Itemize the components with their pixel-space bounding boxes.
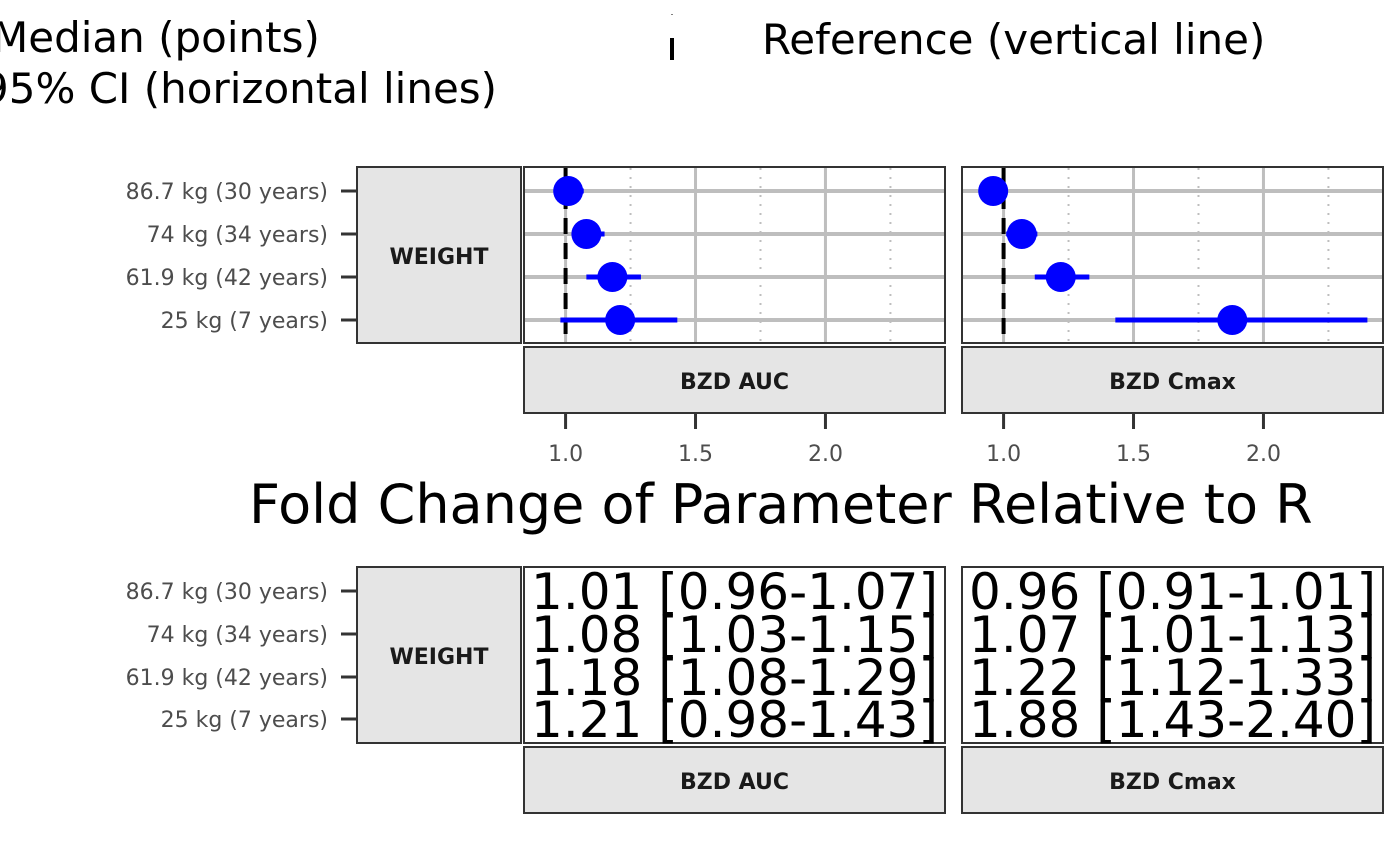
- row-label: 61.9 kg (42 years): [126, 266, 328, 291]
- median-point: [571, 219, 602, 249]
- table-panel-0: 1.01 [0.96-1.07]1.08 [1.03-1.15]1.18 [1.…: [523, 563, 946, 814]
- x-tick-label: 2.0: [808, 442, 843, 467]
- median-point: [1217, 305, 1248, 335]
- median-point: [978, 176, 1009, 206]
- x-tick-label: 2.0: [1246, 442, 1281, 467]
- table-group-strip: [356, 566, 522, 744]
- table-cell: 1.18 [1.08-1.29]: [531, 649, 938, 707]
- table-cell: 1.01 [0.96-1.07]: [531, 563, 938, 621]
- table-cell: 1.08 [1.03-1.15]: [531, 606, 938, 664]
- table-row-label: 61.9 kg (42 years): [126, 666, 328, 691]
- panel-border: [961, 166, 1384, 344]
- table-panel-strip-label: BZD Cmax: [1109, 770, 1236, 795]
- table-panel-border: [961, 566, 1384, 744]
- median-point: [605, 305, 636, 335]
- x-tick-label: 1.5: [1116, 442, 1151, 467]
- forest-plot: 86.7 kg (30 years) 74 kg (34 years) 61.9 k…: [126, 166, 1384, 536]
- row-label: 86.7 kg (30 years): [126, 180, 328, 205]
- forest-panels: BZD AUC 1.0 1.5 2.0 BZD Cmax 1.0 1.5 2.0: [523, 166, 1384, 467]
- table-cell: 1.07 [1.01-1.13]: [969, 606, 1376, 664]
- table-panels: 1.01 [0.96-1.07]1.08 [1.03-1.15]1.18 [1.…: [523, 563, 1384, 814]
- median-point: [597, 262, 628, 292]
- x-tick-label: 1.5: [678, 442, 713, 467]
- median-point: [1006, 219, 1037, 249]
- table-row-label: 25 kg (7 years): [161, 708, 328, 733]
- legend-ci-label: 95% CI (horizontal lines): [0, 64, 497, 113]
- summary-table: 86.7 kg (30 years) 74 kg (34 years) 61.9 k…: [126, 563, 1384, 814]
- table-panel-strip: [961, 746, 1384, 814]
- table-cell: 0.96 [0.91-1.01]: [969, 563, 1376, 621]
- panel-strip: [523, 346, 946, 414]
- panel-strip-label: BZD Cmax: [1109, 370, 1236, 395]
- legend-reference-label: Reference (vertical line): [762, 15, 1265, 64]
- panel-1: BZD Cmax 1.0 1.5 2.0: [961, 166, 1384, 467]
- table-cell: 1.21 [0.98-1.43]: [531, 691, 938, 749]
- table-row-labels: 86.7 kg (30 years) 74 kg (34 years) 61.9 k…: [126, 580, 356, 733]
- table-row-label: 86.7 kg (30 years): [126, 580, 328, 605]
- table-row-label: 74 kg (34 years): [147, 623, 328, 648]
- table-group-strip-label: WEIGHT: [390, 645, 489, 670]
- legend-median-label: Median (points): [0, 13, 320, 62]
- x-axis-title: Fold Change of Parameter Relative to R: [249, 473, 1313, 536]
- table-panel-1: 0.96 [0.91-1.01]1.07 [1.01-1.13]1.22 [1.…: [961, 563, 1384, 814]
- group-strip: [356, 166, 522, 344]
- group-strip-label: WEIGHT: [390, 245, 489, 270]
- panel-border: [523, 166, 946, 344]
- legend: Median (points) 95% CI (horizontal lines…: [0, 13, 1265, 113]
- table-cell: 1.88 [1.43-2.40]: [969, 691, 1376, 749]
- x-tick-label: 1.0: [986, 442, 1021, 467]
- panel-strip: [961, 346, 1384, 414]
- forest-row-labels: 86.7 kg (30 years) 74 kg (34 years) 61.9 k…: [126, 180, 356, 334]
- median-point: [1045, 262, 1076, 292]
- table-cell: 1.22 [1.12-1.33]: [969, 649, 1376, 707]
- panel-0: BZD AUC 1.0 1.5 2.0: [523, 166, 946, 467]
- table-panel-strip-label: BZD AUC: [680, 770, 789, 795]
- table-panel-border: [523, 566, 946, 744]
- panel-strip-label: BZD AUC: [680, 370, 789, 395]
- table-panel-strip: [523, 746, 946, 814]
- row-label: 25 kg (7 years): [161, 309, 328, 334]
- x-tick-label: 1.0: [548, 442, 583, 467]
- median-point: [553, 176, 584, 206]
- row-label: 74 kg (34 years): [147, 223, 328, 248]
